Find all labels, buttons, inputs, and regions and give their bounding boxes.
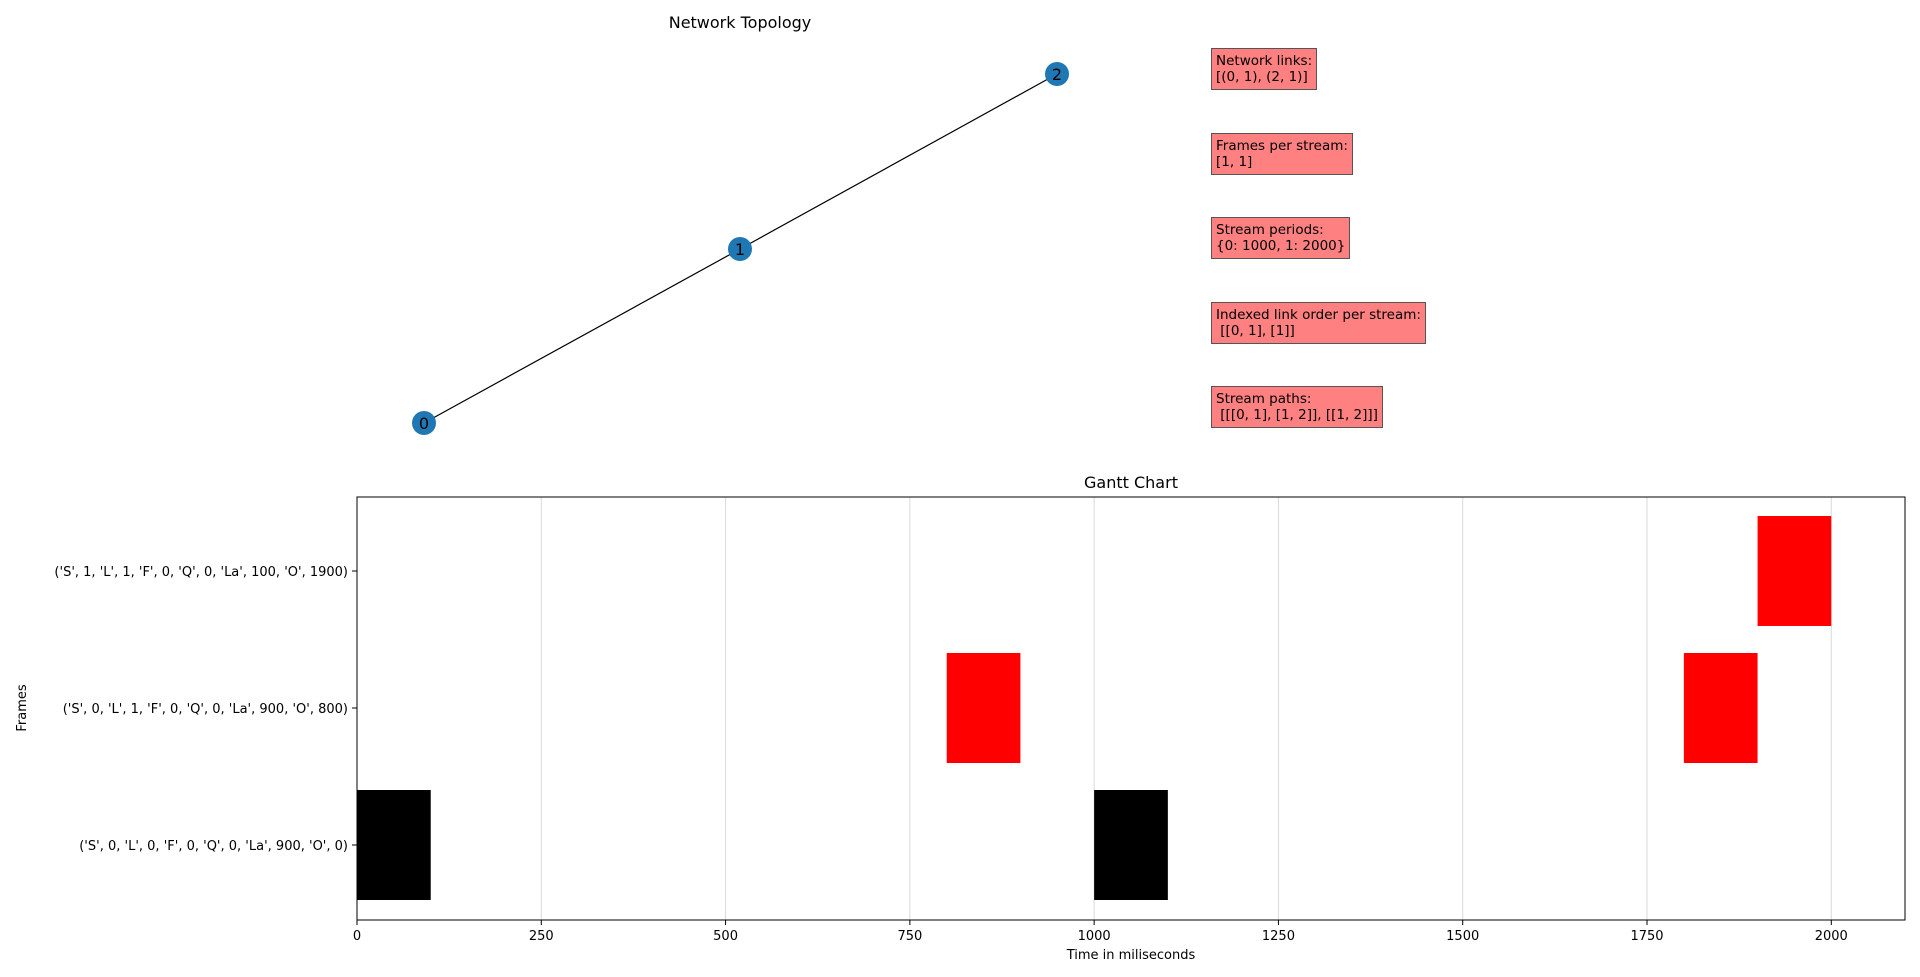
x-tick-label: 1500 — [1446, 929, 1479, 944]
topology-edge-0-1 — [423, 248, 741, 424]
x-tick-label: 500 — [713, 929, 738, 944]
gantt-bar — [357, 790, 431, 900]
info-box-title: Frames per stream: — [1216, 138, 1348, 154]
info-box-title: Stream paths: — [1216, 391, 1312, 407]
topology-node-0 — [412, 411, 436, 435]
gantt-bar — [1683, 653, 1758, 763]
x-axis-label: Time in miliseconds — [1066, 948, 1196, 963]
y-tick-label: ('S', 1, 'L', 1, 'F', 0, 'Q', 0, 'La', 1… — [54, 565, 348, 580]
x-tick-label: 750 — [897, 929, 922, 944]
y-tick-label: ('S', 0, 'L', 0, 'F', 0, 'Q', 0, 'La', 9… — [79, 839, 348, 854]
y-tick-label: ('S', 0, 'L', 1, 'F', 0, 'Q', 0, 'La', 9… — [63, 702, 348, 717]
gantt-chart-panel: Gantt Chart 0 250 500 750 1000 1250 1500 1750 20… — [15, 473, 1906, 963]
topology-node-label-1: 1 — [735, 240, 745, 259]
gantt-bar — [1757, 516, 1832, 626]
info-box: Frames per stream: [1, 1] — [1211, 133, 1353, 175]
info-box-value: [1, 1] — [1216, 154, 1253, 170]
info-box: Indexed link order per stream: [[0, 1], … — [1211, 302, 1426, 344]
topology-edge-1-2 — [739, 73, 1058, 250]
y-axis-label: Frames — [15, 684, 30, 732]
info-box-value: [[[0, 1], [1, 2]], [[1, 2]]] — [1216, 407, 1378, 423]
info-box: Network links: [(0, 1), (2, 1)] — [1211, 48, 1318, 90]
network-topology-panel: Network Topology 0 1 2 — [412, 13, 1069, 435]
topology-node-2 — [1045, 62, 1069, 86]
info-box-value: [(0, 1), (2, 1)] — [1216, 69, 1308, 85]
topology-node-label-0: 0 — [419, 414, 429, 433]
x-tick-label: 1250 — [1262, 929, 1295, 944]
topology-title: Network Topology — [669, 13, 812, 32]
x-tick-label: 2000 — [1815, 929, 1848, 944]
info-box-value: [[0, 1], [1]] — [1216, 323, 1295, 339]
info-box-title: Stream periods: — [1216, 222, 1324, 238]
x-tick-label: 0 — [353, 929, 361, 944]
gantt-bar — [946, 653, 1021, 763]
x-tick-label: 250 — [529, 929, 554, 944]
info-box-value: {0: 1000, 1: 2000} — [1216, 238, 1346, 254]
info-box: Stream paths: [[[0, 1], [1, 2]], [[1, 2]… — [1211, 386, 1383, 428]
x-tick-label: 1750 — [1630, 929, 1663, 944]
topology-node-label-2: 2 — [1052, 65, 1062, 84]
gantt-bar — [1094, 790, 1168, 900]
gantt-title: Gantt Chart — [1084, 473, 1178, 492]
topology-node-1 — [728, 237, 752, 261]
info-box-title: Indexed link order per stream: — [1216, 307, 1421, 323]
info-box-title: Network links: — [1216, 53, 1313, 69]
info-box: Stream periods: {0: 1000, 1: 2000} — [1211, 217, 1351, 259]
x-tick-label: 1000 — [1078, 929, 1111, 944]
